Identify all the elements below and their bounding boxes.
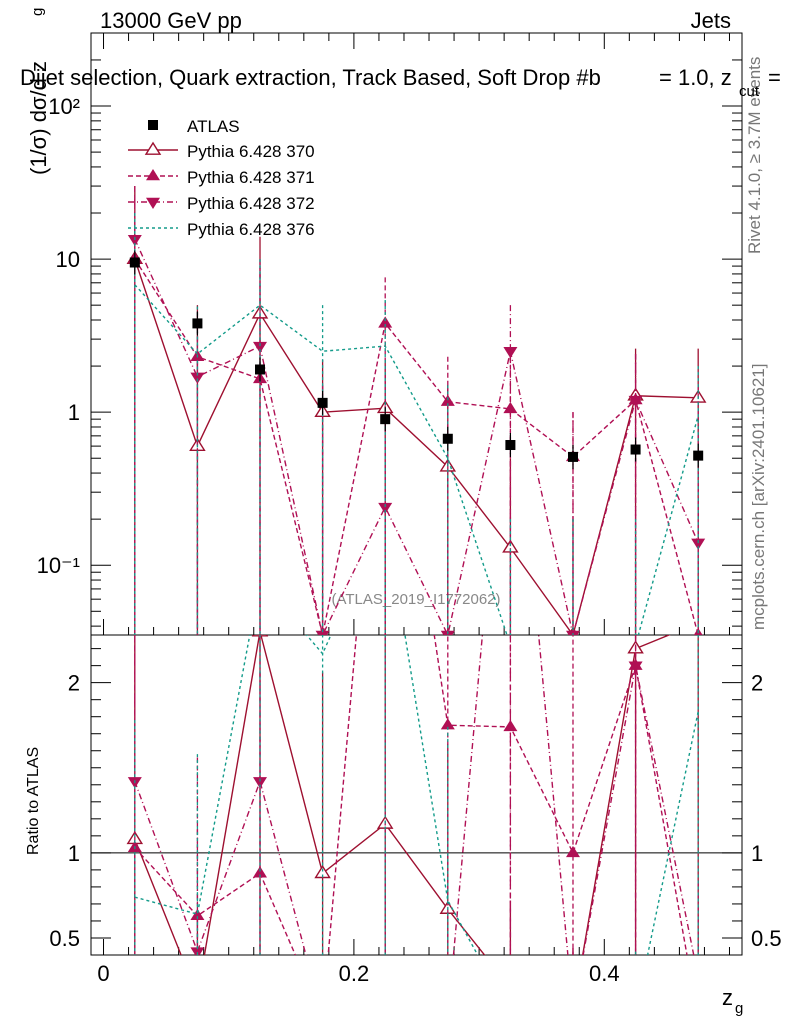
analysis-watermark: (ATLAS_2019_I1772062) — [331, 591, 500, 608]
chart-title-main: Dijet selection, Quark extraction, Track… — [20, 65, 601, 90]
ratio-data-point — [628, 661, 643, 673]
atlas-point — [129, 257, 140, 268]
chart-title-end: = — [768, 65, 781, 90]
ratio-data-point — [253, 777, 268, 789]
ratio-data-point — [440, 718, 455, 730]
legend-entry: ATLAS — [148, 117, 240, 136]
legend-entry: Pythia 6.428 370 — [128, 141, 315, 161]
data-point — [378, 316, 393, 328]
data-point — [253, 341, 268, 354]
data-point — [503, 347, 518, 359]
x-tick-label: 0.4 — [589, 961, 620, 986]
atlas-point — [693, 450, 704, 461]
legend-entry: Pythia 6.428 372 — [128, 194, 315, 213]
legend-marker — [144, 141, 162, 155]
series-4 — [134, 213, 699, 635]
y-axis-label-main: (1/σ) dσ/d z — [26, 61, 51, 175]
legend: ATLAS Pythia 6.428 370 Pythia 6.428 371 Pyt… — [128, 117, 315, 239]
ratio-data-point — [190, 947, 205, 955]
y-axis-label: (1/σ) dσ/d z g — [26, 8, 51, 175]
y-tick-label: 1 — [68, 400, 80, 425]
ratio-series-1 — [126, 635, 699, 955]
data-point — [315, 630, 330, 635]
ratio-series-3 — [127, 635, 699, 955]
ratio-tick-label: 1 — [68, 841, 80, 866]
ratio-series-2 — [127, 635, 688, 955]
legend-entry: Pythia 6.428 376 — [128, 220, 315, 239]
ratio-y-axis-label: Ratio to ATLAS — [25, 747, 42, 855]
header-right: Jets — [691, 8, 731, 33]
data-point — [127, 234, 142, 247]
legend-marker — [146, 169, 160, 181]
y-tick-label: 10² — [48, 94, 80, 119]
ratio-tick-label-right: 0.5 — [751, 926, 782, 951]
data-point — [565, 630, 580, 635]
main-series-layer — [126, 186, 707, 635]
legend-label: Pythia 6.428 370 — [187, 142, 315, 161]
x-axis-label-main: z — [722, 985, 733, 1010]
legend-marker — [146, 197, 160, 209]
series-line — [134, 258, 699, 635]
atlas-point — [255, 364, 266, 375]
legend-entry: Pythia 6.428 371 — [128, 168, 315, 187]
atlas-point — [192, 318, 203, 329]
atlas-point — [505, 440, 516, 451]
atlas-point — [567, 451, 578, 462]
chart-title-sub: cut — [739, 83, 760, 100]
x-axis-label-sub: g — [735, 1000, 743, 1017]
x-tick-label: 0.2 — [339, 961, 370, 986]
chart-title: Dijet selection, Quark extraction, Track… — [20, 65, 781, 100]
data-point — [628, 395, 643, 408]
rivet-label: Rivet 4.1.0, ≥ 3.7M events — [745, 57, 764, 254]
series-3 — [127, 186, 706, 635]
legend-label: Pythia 6.428 376 — [187, 220, 315, 239]
y-tick-label: 10 — [56, 247, 80, 272]
header-left: 13000 GeV pp — [100, 8, 242, 33]
ratio-series-line — [134, 635, 695, 955]
atlas-data — [129, 250, 704, 469]
mcplots-label: mcplots.cern.ch [arXiv:2401.10621] — [749, 364, 768, 630]
x-axis-label: z g — [722, 985, 743, 1017]
atlas-point — [630, 444, 641, 455]
atlas-point — [380, 414, 391, 425]
ratio-tick-label-right: 1 — [751, 841, 763, 866]
series-line — [134, 238, 699, 635]
series-line — [134, 284, 699, 635]
y-axis-label-sub: g — [29, 8, 46, 16]
ratio-tick-label: 0.5 — [49, 926, 80, 951]
ratio-data-point — [190, 908, 205, 921]
ratio-plot-frame — [90, 634, 743, 956]
atlas-point — [317, 397, 328, 408]
ratio-data-point — [565, 845, 580, 858]
ratio-series-line — [134, 635, 671, 955]
legend-label: Pythia 6.428 371 — [187, 168, 315, 187]
y-tick-label: 10⁻¹ — [37, 553, 80, 578]
chart-title-suffix: = 1.0, z — [659, 65, 732, 90]
axis-ticks: 0 0.2 0.4 10⁻¹ 1 10 10² 0.5 0.5 1 1 2 2 — [37, 32, 782, 986]
ratio-tick-label-right: 2 — [751, 671, 763, 696]
legend-label: ATLAS — [187, 117, 240, 136]
series-2 — [127, 195, 703, 635]
ratio-series-4 — [134, 635, 699, 955]
data-point — [691, 538, 706, 550]
legend-marker — [148, 120, 158, 130]
ratio-series-line — [134, 635, 688, 955]
x-tick-label: 0 — [97, 961, 109, 986]
ratio-series-layer — [126, 635, 699, 955]
series-line — [134, 258, 699, 635]
ratio-series-line — [134, 635, 699, 955]
data-point — [190, 372, 205, 384]
data-point — [503, 401, 518, 414]
atlas-point — [442, 433, 453, 444]
data-point — [378, 502, 393, 515]
ratio-tick-label: 2 — [68, 671, 80, 696]
legend-label: Pythia 6.428 372 — [187, 194, 315, 213]
